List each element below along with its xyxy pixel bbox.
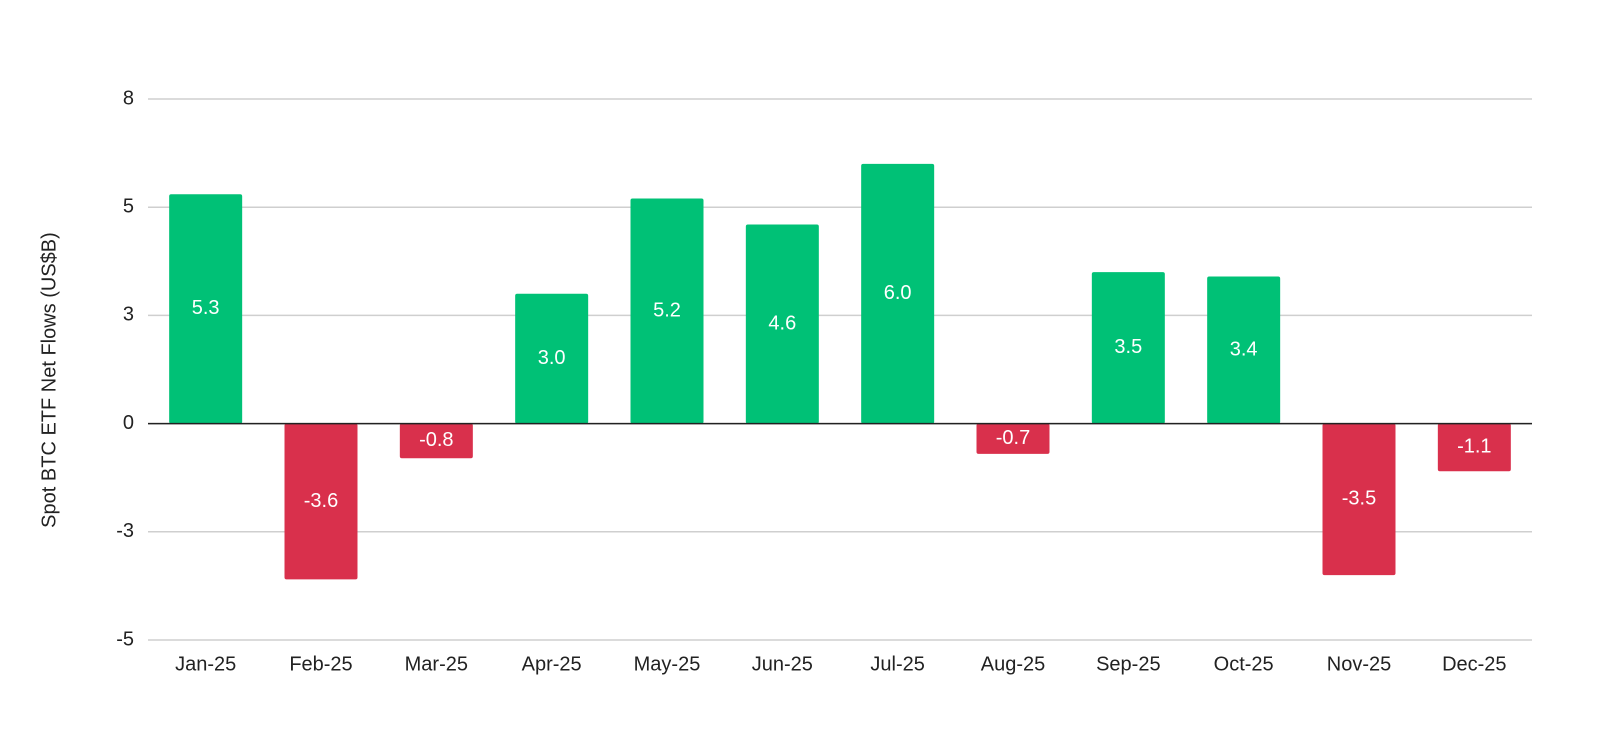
value-label: 3.4 <box>1230 338 1258 360</box>
x-tick-label: Jan-25 <box>175 653 236 675</box>
bar <box>284 423 358 580</box>
bar <box>1091 272 1165 424</box>
bar <box>399 423 473 459</box>
bar <box>630 198 704 424</box>
bar <box>861 163 935 424</box>
bar <box>1207 276 1281 424</box>
x-tick-label: May-25 <box>634 653 701 675</box>
x-tick-label: Nov-25 <box>1327 653 1391 675</box>
y-axis-label: Spot BTC ETF Net Flows (US$B) <box>38 232 60 528</box>
value-label: 4.6 <box>768 312 796 334</box>
value-label: 3.5 <box>1114 336 1142 358</box>
value-label: -3.6 <box>304 490 338 512</box>
x-tick-label: Oct-25 <box>1214 653 1274 675</box>
bar <box>169 194 243 424</box>
y-tick-label: 3 <box>123 304 134 326</box>
x-tick-label: Dec-25 <box>1442 653 1506 675</box>
value-label: -3.5 <box>1342 488 1376 510</box>
bar <box>745 224 819 424</box>
x-tick-label: Jul-25 <box>870 653 924 675</box>
x-tick-label: Mar-25 <box>405 653 468 675</box>
bar <box>1437 423 1511 472</box>
y-tick-label: 8 <box>123 87 134 109</box>
value-label: 6.0 <box>884 282 912 304</box>
bar <box>976 423 1050 454</box>
y-tick-label: -5 <box>116 628 134 650</box>
x-tick-label: Feb-25 <box>289 653 352 675</box>
value-label: 5.2 <box>653 299 681 321</box>
x-tick-label: Sep-25 <box>1096 653 1161 675</box>
y-tick-label: 0 <box>123 412 134 434</box>
x-tick-label: Jun-25 <box>752 653 813 675</box>
bar <box>515 293 589 424</box>
value-label: 5.3 <box>192 297 220 319</box>
bar <box>1322 423 1396 576</box>
y-tick-label: 5 <box>123 195 134 217</box>
value-label: -0.8 <box>419 429 453 451</box>
value-label: 3.0 <box>538 347 566 369</box>
x-tick-label: Apr-25 <box>522 653 582 675</box>
x-tick-label: Aug-25 <box>981 653 1046 675</box>
value-label: -0.7 <box>996 427 1030 449</box>
y-tick-label: -3 <box>116 520 134 542</box>
value-label: -1.1 <box>1457 436 1491 458</box>
